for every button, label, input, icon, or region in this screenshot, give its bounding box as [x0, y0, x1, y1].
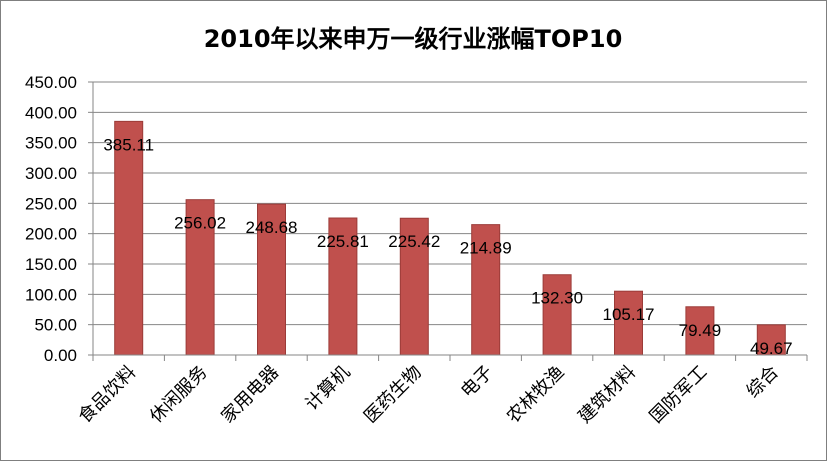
data-label: 214.89 — [460, 239, 512, 258]
data-label: 49.67 — [750, 339, 793, 358]
bar — [257, 203, 286, 356]
data-label: 105.17 — [603, 305, 655, 324]
y-tick-label: 250.00 — [25, 194, 77, 213]
data-label: 79.49 — [679, 321, 722, 340]
x-axis: 食品饮料 休闲服务 家用电器 计算机 医药生物 电子 农林牧渔 建筑材料 国防军工 综合 — [74, 354, 808, 428]
x-tick-label: 休闲服务 — [146, 362, 212, 428]
bar — [685, 306, 715, 356]
y-tick-label: 150.00 — [25, 255, 77, 274]
bar — [114, 120, 144, 356]
bar — [471, 224, 501, 356]
x-tick-label: 农林牧渔 — [503, 362, 569, 428]
y-tick-label: 100.00 — [25, 285, 77, 304]
x-tick-label: 计算机 — [301, 362, 354, 415]
data-label: 385.11 — [103, 135, 154, 154]
data-label: 256.02 — [174, 214, 226, 233]
y-tick-label: 400.00 — [25, 103, 77, 122]
data-label: 225.42 — [388, 232, 440, 251]
data-label: 132.30 — [531, 289, 583, 308]
x-tick-label: 电子 — [457, 362, 497, 402]
bar — [185, 199, 215, 356]
y-tick-label: 350.00 — [25, 134, 77, 153]
x-tick-label: 家用电器 — [217, 362, 283, 428]
x-tick-label: 国防军工 — [646, 362, 712, 428]
bar — [756, 324, 786, 356]
data-label: 248.68 — [246, 218, 298, 237]
bar — [328, 217, 358, 356]
y-tick-label: 450.00 — [25, 73, 77, 92]
y-tick-label: 50.00 — [34, 316, 77, 335]
x-tick-label: 医药生物 — [360, 362, 426, 428]
y-tick-label: 300.00 — [25, 164, 77, 183]
x-tick-label: 综合 — [743, 362, 783, 402]
y-tick-label: 0.00 — [44, 346, 77, 365]
data-label: 225.81 — [317, 232, 369, 251]
x-tick-label: 建筑材料 — [574, 362, 640, 428]
y-tick-label: 200.00 — [25, 225, 77, 244]
bar — [399, 217, 429, 356]
chart-title: 2010年以来申万一级行业涨幅TOP10 — [204, 25, 623, 53]
bar — [542, 274, 572, 356]
x-tick-label: 食品饮料 — [74, 362, 140, 428]
y-axis: 0.00 50.00 100.00 150.00 200.00 250.00 300.00 3… — [25, 73, 94, 365]
bars: 385.11 256.02 248.68 225.81 225.42 214.89 132.… — [103, 120, 793, 358]
